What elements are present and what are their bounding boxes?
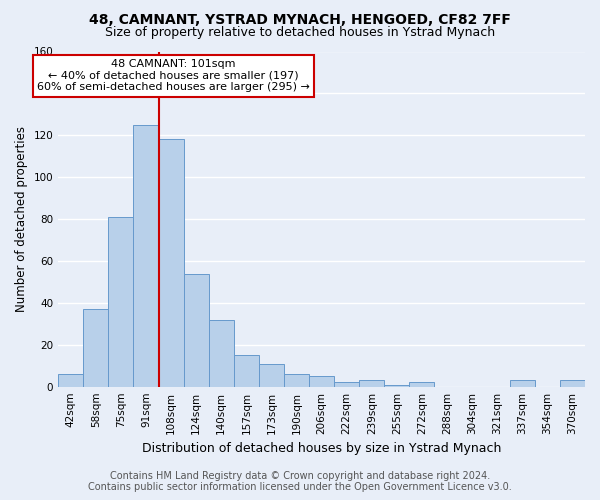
Text: 48 CAMNANT: 101sqm
← 40% of detached houses are smaller (197)
60% of semi-detach: 48 CAMNANT: 101sqm ← 40% of detached hou… (37, 59, 310, 92)
Bar (259, 364, 284, 386)
Bar (359, 380, 385, 386)
Text: Contains HM Land Registry data © Crown copyright and database right 2024.
Contai: Contains HM Land Registry data © Crown c… (88, 471, 512, 492)
Bar (560, 380, 585, 386)
Bar (234, 356, 259, 386)
Bar (133, 125, 158, 386)
Bar (109, 217, 133, 386)
Bar (334, 382, 359, 386)
Bar (184, 274, 209, 386)
Bar (309, 376, 334, 386)
Bar (409, 382, 434, 386)
Bar (209, 320, 234, 386)
Text: 48, CAMNANT, YSTRAD MYNACH, HENGOED, CF82 7FF: 48, CAMNANT, YSTRAD MYNACH, HENGOED, CF8… (89, 12, 511, 26)
Bar (158, 140, 184, 386)
X-axis label: Distribution of detached houses by size in Ystrad Mynach: Distribution of detached houses by size … (142, 442, 501, 455)
Bar (284, 374, 309, 386)
Bar (385, 384, 409, 386)
Bar (510, 380, 535, 386)
Text: Size of property relative to detached houses in Ystrad Mynach: Size of property relative to detached ho… (105, 26, 495, 39)
Bar (83, 309, 109, 386)
Bar (58, 374, 83, 386)
Y-axis label: Number of detached properties: Number of detached properties (15, 126, 28, 312)
